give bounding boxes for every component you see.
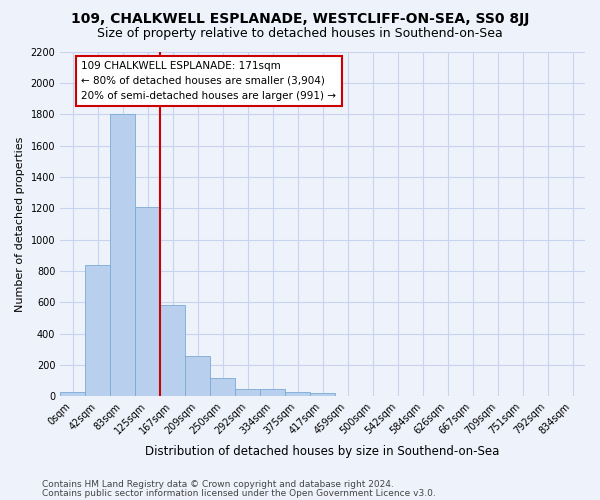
Bar [110, 114, 135, 397]
Text: Size of property relative to detached houses in Southend-on-Sea: Size of property relative to detached ho… [97, 28, 503, 40]
Bar [286, 392, 310, 396]
Bar [85, 264, 110, 396]
Bar [260, 390, 285, 396]
Bar [160, 304, 185, 396]
X-axis label: Distribution of detached houses by size in Southend-on-Sea: Distribution of detached houses by size … [145, 444, 500, 458]
Y-axis label: Number of detached properties: Number of detached properties [15, 136, 25, 312]
Text: Contains HM Land Registry data © Crown copyright and database right 2024.: Contains HM Land Registry data © Crown c… [42, 480, 394, 489]
Text: Contains public sector information licensed under the Open Government Licence v3: Contains public sector information licen… [42, 488, 436, 498]
Bar [136, 206, 160, 396]
Bar [211, 378, 235, 396]
Bar [310, 394, 335, 396]
Text: 109 CHALKWELL ESPLANADE: 171sqm
← 80% of detached houses are smaller (3,904)
20%: 109 CHALKWELL ESPLANADE: 171sqm ← 80% of… [82, 61, 337, 100]
Bar [235, 388, 260, 396]
Bar [185, 356, 210, 397]
Bar [61, 392, 85, 396]
Text: 109, CHALKWELL ESPLANADE, WESTCLIFF-ON-SEA, SS0 8JJ: 109, CHALKWELL ESPLANADE, WESTCLIFF-ON-S… [71, 12, 529, 26]
